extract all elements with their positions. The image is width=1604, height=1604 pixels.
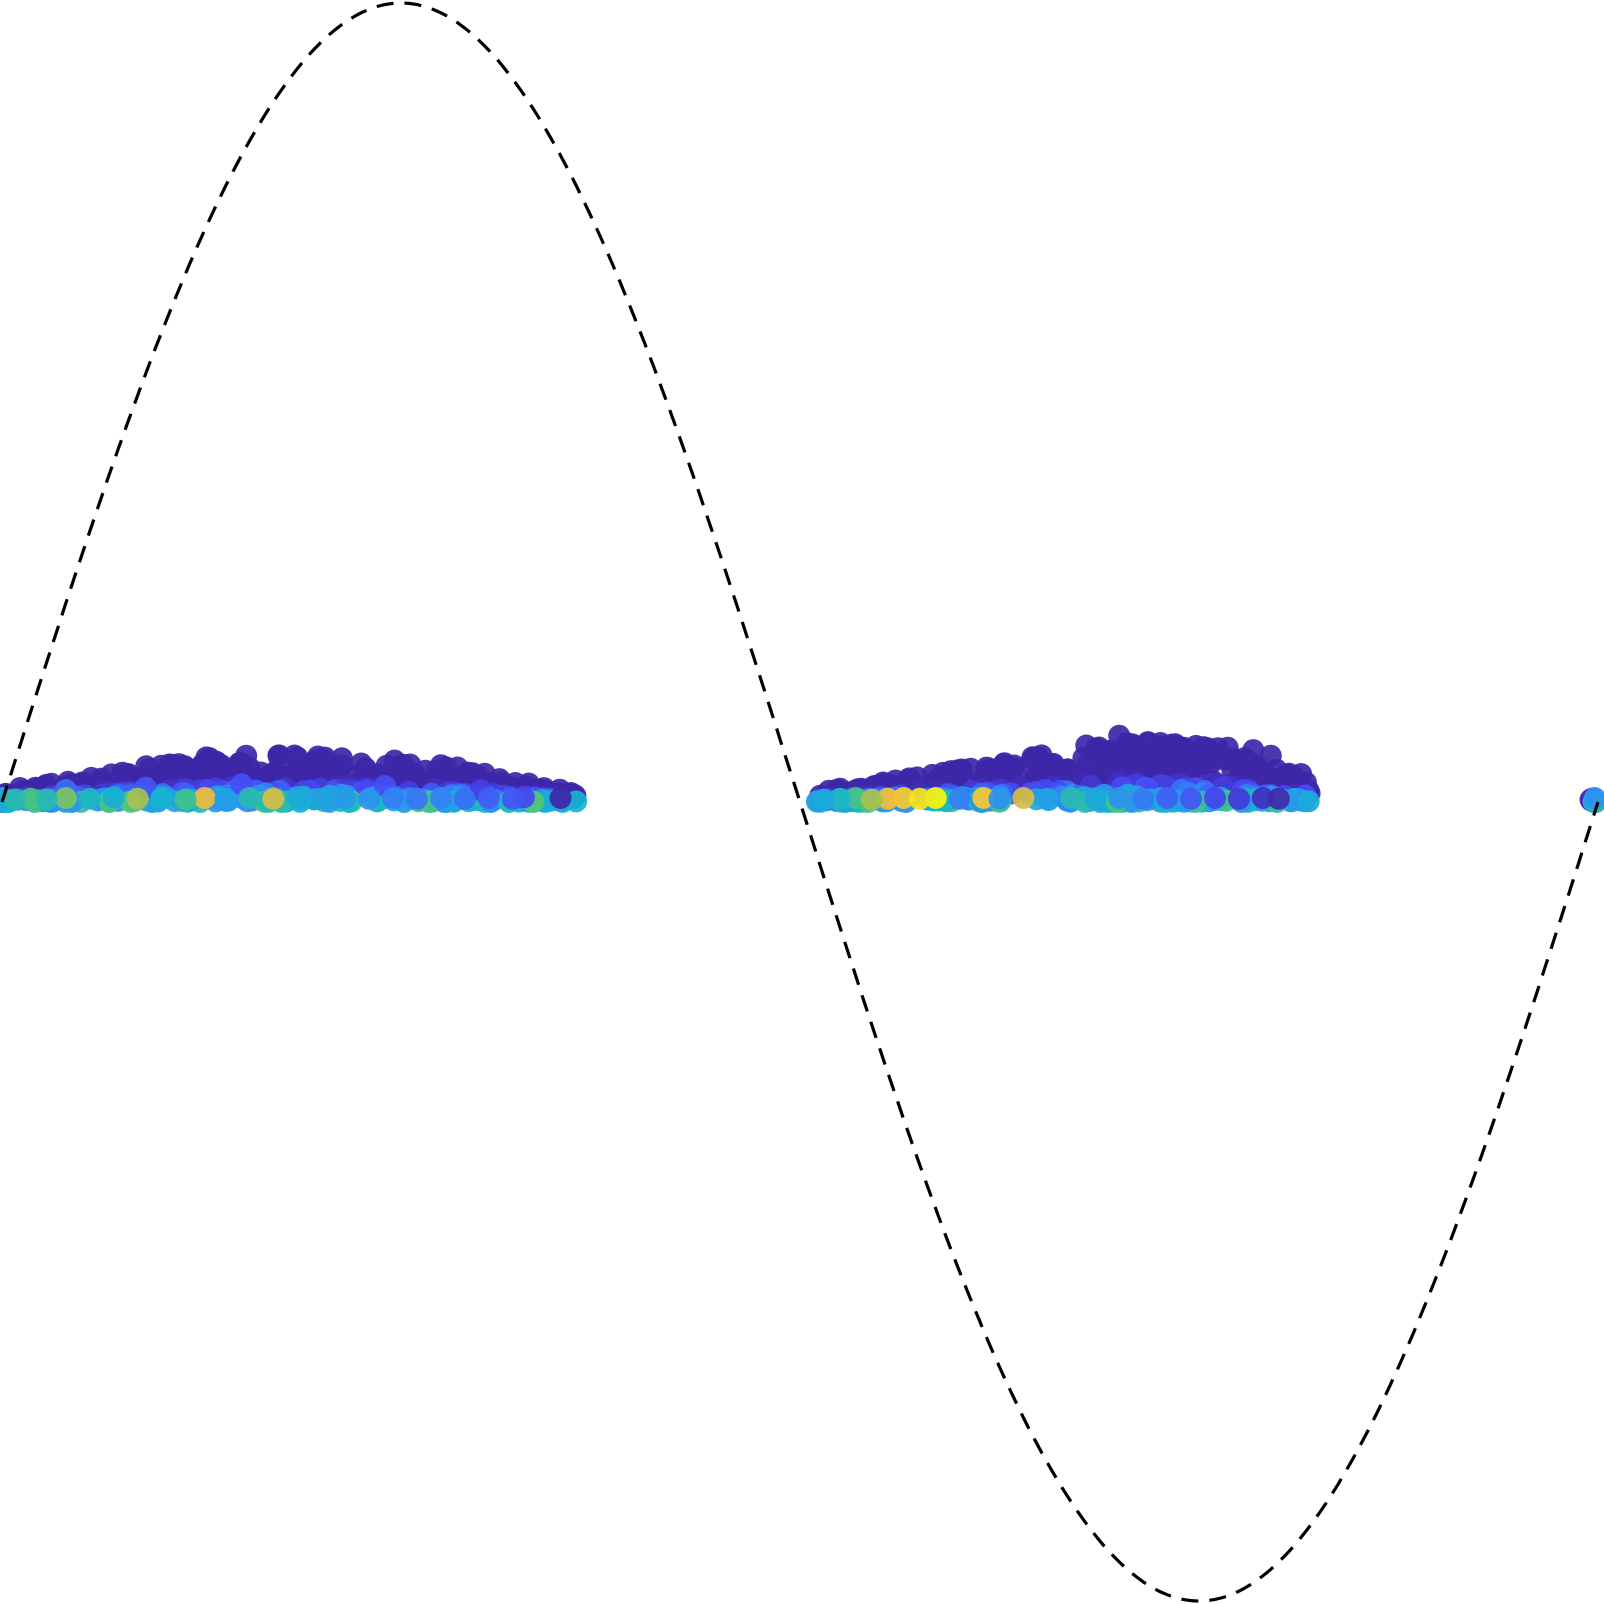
scatter-point bbox=[126, 787, 149, 810]
scatter-point bbox=[876, 787, 899, 810]
scatter-point bbox=[1242, 739, 1265, 762]
scatter-point bbox=[383, 749, 406, 772]
scatter-point bbox=[892, 787, 915, 809]
scatter-point bbox=[948, 787, 971, 810]
scatter-point bbox=[1060, 787, 1083, 809]
scatter-point bbox=[1108, 724, 1131, 747]
scatter-point bbox=[262, 787, 285, 810]
scatter-point bbox=[1259, 744, 1282, 767]
scatter-point bbox=[924, 787, 947, 809]
scatter-point bbox=[1160, 735, 1183, 758]
scatter-point bbox=[198, 747, 221, 770]
scatter-point bbox=[334, 787, 357, 809]
scatter-point bbox=[193, 787, 216, 809]
scatter-point bbox=[286, 746, 309, 769]
scatter-point bbox=[860, 788, 883, 811]
scatter-point bbox=[1267, 787, 1290, 810]
scatter-point bbox=[908, 787, 931, 810]
scatter-point bbox=[102, 786, 125, 809]
scatter-point bbox=[78, 787, 101, 810]
scatter-point bbox=[1227, 787, 1250, 810]
scatter-point bbox=[1012, 787, 1035, 809]
scatter-point bbox=[19, 787, 42, 810]
scatter-point bbox=[1136, 731, 1159, 754]
scatter-point bbox=[844, 787, 867, 809]
scatter-point bbox=[972, 787, 995, 809]
scatter-point bbox=[1132, 787, 1155, 810]
scatter-point bbox=[358, 787, 381, 810]
scatter-point bbox=[382, 787, 404, 809]
scatter-point bbox=[429, 754, 452, 777]
scatter-point bbox=[828, 787, 851, 810]
scatter-point bbox=[310, 787, 333, 810]
scatter-point bbox=[477, 787, 500, 809]
scatter-point bbox=[54, 787, 77, 809]
scatter-point bbox=[1180, 787, 1202, 810]
scatter-point bbox=[238, 787, 261, 809]
scatter-point bbox=[150, 787, 173, 809]
scatter-point bbox=[1216, 736, 1239, 759]
scatter-point bbox=[1290, 763, 1313, 785]
scatter-point bbox=[1108, 787, 1131, 809]
scatter-point bbox=[3, 788, 26, 811]
scatter-points bbox=[0, 724, 1604, 813]
scatter-point bbox=[174, 788, 197, 811]
scatter-point bbox=[1084, 787, 1107, 810]
scatter-point bbox=[1297, 790, 1320, 813]
scatter-point bbox=[1204, 787, 1226, 809]
scatter-point bbox=[214, 787, 237, 810]
scatter-point bbox=[429, 787, 452, 809]
scatter-point bbox=[549, 787, 572, 809]
scatter-point bbox=[812, 788, 835, 811]
scatter-point bbox=[235, 744, 258, 767]
scatter-point bbox=[501, 787, 524, 810]
scatter-point bbox=[453, 787, 476, 810]
scatter-point bbox=[1251, 787, 1274, 809]
scatter-point bbox=[286, 786, 309, 809]
scatter-point bbox=[406, 787, 428, 810]
scatter-point bbox=[988, 787, 1011, 810]
scatter-point bbox=[35, 788, 58, 811]
scatter-point bbox=[307, 745, 329, 768]
scatter-point bbox=[1036, 787, 1059, 810]
scatter-point bbox=[1156, 787, 1179, 809]
